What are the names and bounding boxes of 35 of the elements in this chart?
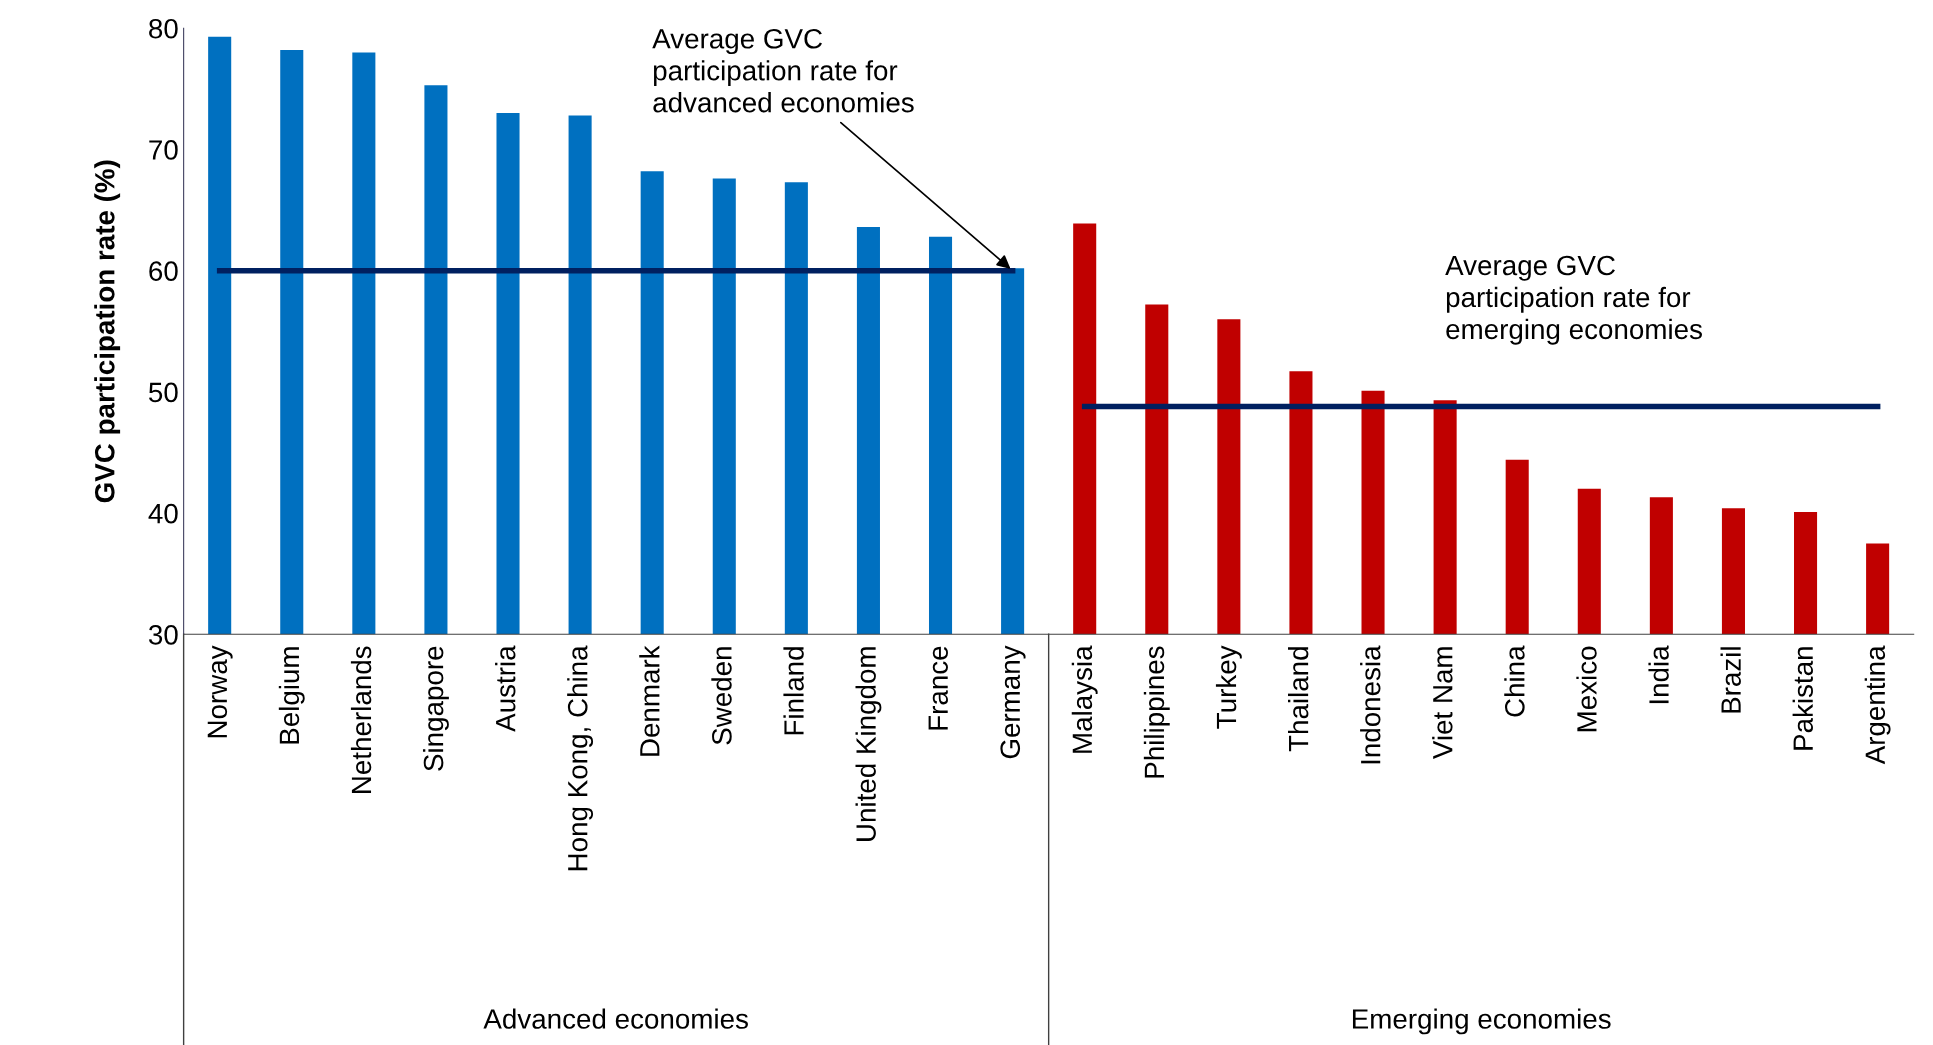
y-tick-label: 50	[148, 382, 178, 403]
x-tick-label: Netherlands	[350, 646, 372, 793]
x-tick-label: Hong Kong, China	[567, 645, 594, 871]
x-tick-label: Mexico	[1576, 646, 1597, 732]
x-tick-label: India	[1648, 645, 1669, 704]
x-tick-label: China	[1504, 645, 1525, 717]
x-tick-label: Denmark	[639, 645, 660, 756]
x-tick-label: Malaysia	[1071, 645, 1098, 753]
x-tick-label: Brazil	[1720, 647, 1741, 713]
x-tick-label: Austria	[495, 645, 516, 732]
y-tick-label: 60	[149, 261, 178, 281]
y-axis-title: GVC participation rate (%)	[94, 160, 121, 503]
x-tick-label: Argentina	[1864, 645, 1891, 765]
y-tick-label: 80	[149, 18, 178, 39]
x-tick-label: Pakistan	[1792, 647, 1813, 750]
x-tick-label: Viet Nam	[1432, 647, 1453, 760]
x-tick-label: Indonesia	[1360, 645, 1381, 764]
text: Advanced economies	[483, 1008, 748, 1029]
text: Emerging economies	[1352, 1008, 1611, 1035]
x-tick-label: United Kingdom	[855, 647, 882, 841]
annotation: Average GVC participation rate for advanced economies	[652, 28, 914, 113]
x-tick-label: France	[928, 646, 948, 730]
x-tick-label: Thailand	[1288, 647, 1309, 752]
x-tick-label: Belgium	[278, 647, 305, 744]
annotation: Average GVC participation rate for emerging economies	[1445, 255, 1702, 345]
y-tick-label: 70	[149, 140, 178, 160]
x-tick-label: Norway	[207, 645, 233, 738]
x-tick-label: Sweden	[711, 647, 732, 745]
x-tick-label: Finland	[783, 647, 804, 735]
x-tick-label: Turkey	[1215, 645, 1242, 729]
x-tick-label: Philippines	[1143, 646, 1170, 778]
x-tick-label: Germany	[1000, 645, 1026, 759]
y-tick-label: 30	[148, 624, 178, 645]
x-tick-label: Singapore	[422, 646, 449, 771]
y-tick-label: 40	[148, 503, 178, 524]
